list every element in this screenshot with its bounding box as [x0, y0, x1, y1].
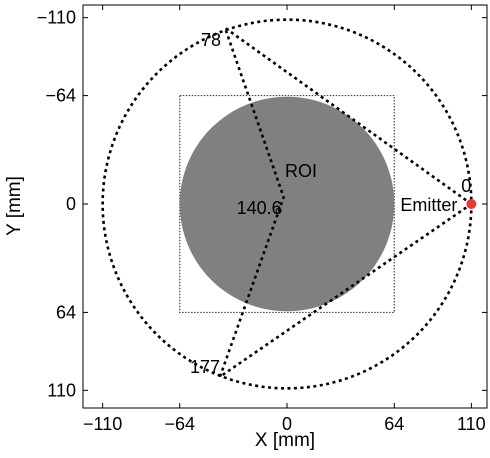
angle-label-78: 78	[201, 30, 221, 50]
angle-label-177: 177	[190, 357, 220, 377]
y-axis-ticks: −110 −64 0 64 110	[37, 8, 487, 400]
angle-label-0: 0	[461, 176, 471, 196]
y-tick-label: 0	[66, 194, 76, 214]
roi-disk	[179, 96, 395, 312]
emitter-marker	[466, 199, 477, 209]
x-axis-ticks: −110 −64 0 64 110	[83, 5, 486, 434]
y-tick-label: −110	[37, 8, 76, 28]
center-marker	[275, 207, 282, 214]
emitter-label: Emitter	[400, 195, 457, 215]
fan-beam-path	[217, 24, 474, 381]
y-tick-label: −64	[45, 86, 76, 106]
x-tick-label: 64	[384, 414, 404, 434]
y-tick-label: 64	[56, 302, 76, 322]
x-tick-label: 110	[457, 414, 486, 434]
x-axis-label: X [mm]	[255, 430, 315, 451]
angle-label-140-6: 140.6	[237, 198, 282, 218]
x-tick-label: 0	[282, 414, 292, 434]
y-tick-label: 110	[47, 380, 76, 400]
y-axis-label: Y [mm]	[4, 176, 25, 236]
square-boundary	[179, 94, 395, 314]
x-tick-label: −64	[164, 414, 195, 434]
roi-label: ROI	[285, 161, 317, 181]
x-tick-label: −110	[83, 414, 122, 434]
